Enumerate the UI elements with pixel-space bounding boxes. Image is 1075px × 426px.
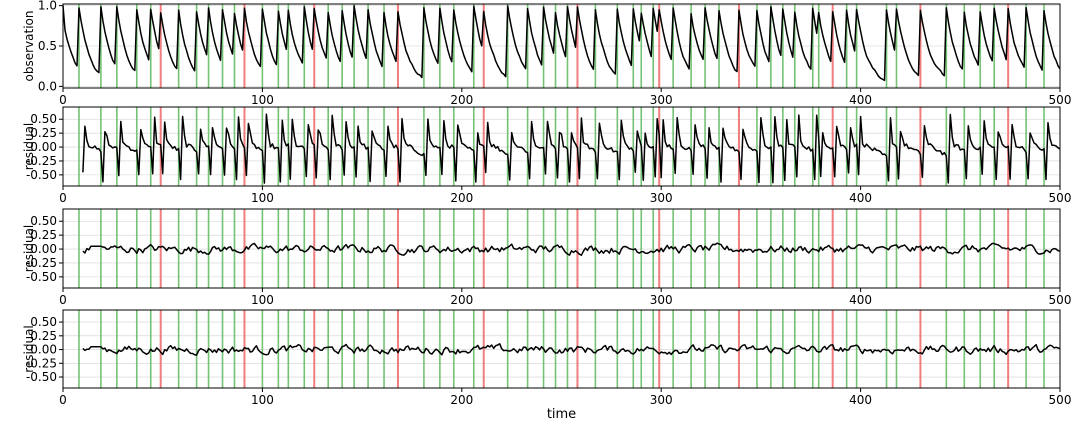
x-tick-label: 200 bbox=[450, 191, 473, 205]
x-tick-label: 300 bbox=[650, 393, 673, 407]
x-tick-label: 200 bbox=[450, 393, 473, 407]
y-tick-label: 0.25 bbox=[30, 228, 57, 242]
y-tick-label: 0.50 bbox=[30, 112, 57, 126]
x-tick-label: 500 bbox=[1049, 293, 1072, 307]
y-axis-label: residual bbox=[22, 225, 36, 273]
x-tick-label: 400 bbox=[849, 293, 872, 307]
x-tick-label: 0 bbox=[59, 93, 67, 107]
y-tick-label: 0.00 bbox=[30, 343, 57, 357]
x-tick-label: 500 bbox=[1049, 393, 1072, 407]
x-tick-label: 100 bbox=[251, 93, 274, 107]
y-tick-label: -0.25 bbox=[26, 356, 57, 370]
panel-1: 0.0 0.5 1.0 0 100 200 300 400 500 observation bbox=[22, 0, 1071, 107]
y-tick-label: 0.50 bbox=[30, 315, 57, 329]
x-tick-label: 0 bbox=[59, 191, 67, 205]
y-tick-label: 1.0 bbox=[38, 0, 57, 13]
y-axis-label: residual bbox=[22, 325, 36, 373]
panel-2: 0.500.250.00-0.25-0.500 100 200 300 400 500 re… bbox=[22, 106, 1072, 205]
x-tick-label: 400 bbox=[849, 393, 872, 407]
y-axis-label: observation bbox=[22, 11, 36, 82]
x-tick-label: 0 bbox=[59, 293, 67, 307]
panel-4: 0.500.250.00-0.25-0.500 100 200 300 400 500 re… bbox=[22, 309, 1072, 407]
x-tick-label: 300 bbox=[650, 191, 673, 205]
y-tick-label: 0.0 bbox=[38, 79, 57, 93]
x-tick-label: 100 bbox=[251, 191, 274, 205]
y-tick-label: -0.50 bbox=[26, 370, 57, 384]
x-tick-label: 200 bbox=[450, 293, 473, 307]
x-tick-label: 400 bbox=[849, 191, 872, 205]
y-tick-label: 0.25 bbox=[30, 329, 57, 343]
y-tick-label: -0.25 bbox=[26, 256, 57, 270]
y-tick-label: 0.00 bbox=[30, 242, 57, 256]
x-tick-label: 300 bbox=[650, 93, 673, 107]
series-line bbox=[82, 343, 1061, 356]
axes-frame bbox=[62, 106, 1061, 187]
x-tick-label: 0 bbox=[59, 393, 67, 407]
y-tick-label: 0.50 bbox=[30, 214, 57, 228]
y-tick-label: -0.50 bbox=[26, 270, 57, 284]
x-tick-label: 500 bbox=[1049, 93, 1072, 107]
x-tick-label: 500 bbox=[1049, 191, 1072, 205]
x-tick-label: 200 bbox=[450, 93, 473, 107]
y-tick-label: 0.00 bbox=[30, 140, 57, 154]
y-tick-label: 0.25 bbox=[30, 126, 57, 140]
series-line bbox=[82, 242, 1061, 256]
x-axis-label: time bbox=[547, 407, 576, 422]
y-tick-label: -0.50 bbox=[26, 168, 57, 182]
axes-frame bbox=[62, 208, 1061, 289]
y-tick-label: 0.5 bbox=[38, 39, 57, 53]
x-tick-label: 100 bbox=[251, 293, 274, 307]
panel-3: 0.500.250.00-0.25-0.500 100 200 300 400 500 re… bbox=[22, 208, 1072, 307]
x-tick-label: 400 bbox=[849, 93, 872, 107]
axes-frame bbox=[62, 309, 1061, 389]
x-tick-label: 300 bbox=[650, 293, 673, 307]
y-tick-label: -0.25 bbox=[26, 154, 57, 168]
series-line bbox=[62, 5, 1061, 82]
x-tick-label: 100 bbox=[251, 393, 274, 407]
series-line bbox=[82, 113, 1061, 184]
y-axis-label: residual bbox=[22, 123, 36, 171]
